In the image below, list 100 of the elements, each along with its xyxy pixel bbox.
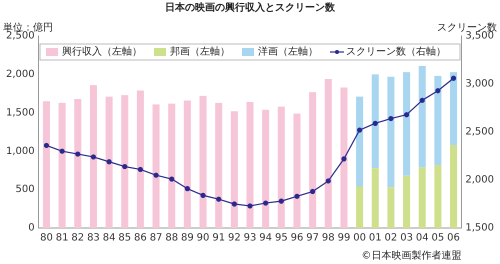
bar — [356, 96, 364, 187]
point — [294, 194, 300, 199]
point — [44, 142, 50, 148]
x-tick-label: 05 — [432, 232, 444, 244]
point — [420, 98, 425, 103]
legend-label: 洋画（左軸） — [258, 46, 318, 58]
x-tick-label: 94 — [259, 232, 272, 244]
x-tick-label: 04 — [416, 232, 429, 244]
point — [90, 154, 96, 160]
bar — [246, 102, 254, 228]
point — [404, 112, 410, 118]
bar — [356, 186, 364, 228]
x-tick-label: 87 — [150, 232, 162, 244]
x-tick-label: 95 — [274, 232, 288, 244]
bar — [215, 102, 222, 228]
point — [169, 176, 174, 182]
bar — [90, 85, 97, 228]
y-tick-label: 2,000 — [6, 68, 35, 80]
point — [200, 192, 206, 198]
x-tick-label: 85 — [118, 232, 132, 244]
y2-tick-label: 2,500 — [465, 126, 494, 138]
bar — [106, 96, 113, 228]
y-tick-label: 1,000 — [6, 146, 35, 157]
bar — [152, 104, 160, 228]
point — [60, 148, 65, 154]
bar — [200, 96, 207, 228]
legend-label: 邦画（左軸） — [170, 46, 230, 58]
bar — [262, 110, 270, 228]
point — [232, 201, 237, 207]
bar — [121, 95, 128, 228]
x-tick-label: 88 — [165, 232, 178, 244]
bar — [230, 111, 238, 228]
bar — [403, 176, 410, 228]
y-tick-label: 0 — [28, 222, 35, 234]
bar — [42, 101, 50, 228]
x-tick-label: 96 — [290, 232, 304, 244]
x-tick-label: 98 — [322, 232, 335, 244]
bar — [372, 168, 379, 228]
y2-tick-label: 3,000 — [465, 78, 494, 90]
x-tick-label: 90 — [196, 232, 210, 244]
point — [184, 186, 190, 192]
point — [247, 203, 253, 209]
legend-label: 興行収入（左軸） — [62, 46, 142, 58]
bar — [450, 145, 458, 228]
point — [388, 116, 394, 122]
point — [357, 127, 362, 133]
bar — [403, 72, 410, 176]
x-tick-label: 81 — [56, 232, 68, 244]
x-tick-label: 89 — [181, 232, 194, 244]
bar — [168, 104, 176, 228]
bar — [309, 92, 316, 228]
x-tick-label: 83 — [87, 232, 100, 244]
bar — [293, 114, 300, 228]
text: ©日本映画製作者連盟 — [361, 250, 462, 262]
x-tick-label: 99 — [338, 232, 350, 244]
point — [372, 120, 378, 126]
point — [263, 200, 268, 206]
x-tick-label: 82 — [71, 232, 84, 244]
bar — [278, 106, 285, 228]
x-tick-label: 92 — [228, 232, 241, 244]
point — [310, 188, 316, 194]
point — [450, 76, 456, 81]
bar — [74, 98, 82, 228]
y-tick-label: 1,500 — [6, 107, 35, 118]
legend-label: スクリーン数（右軸） — [346, 46, 446, 58]
point — [122, 164, 128, 170]
bar — [387, 187, 394, 228]
point — [138, 166, 143, 172]
bar — [450, 72, 458, 146]
bar — [372, 74, 379, 168]
point — [278, 198, 284, 204]
y2-tick-label: 2,000 — [465, 174, 494, 186]
bar — [418, 167, 426, 228]
x-tick-label: 03 — [400, 232, 413, 244]
chart-title: 日本の映画の興行収入とスクリーン数 — [165, 2, 336, 14]
point — [216, 196, 222, 202]
x-tick-label: 84 — [102, 232, 116, 244]
bar — [434, 165, 442, 228]
x-tick-label: 93 — [244, 232, 256, 244]
bar — [184, 100, 191, 228]
point — [326, 178, 331, 184]
y-tick-label: 500 — [16, 184, 35, 196]
x-tick-label: 01 — [368, 232, 382, 244]
x-tick-label: 80 — [40, 232, 53, 244]
x-tick-label: 91 — [212, 232, 226, 244]
point — [341, 156, 347, 162]
bar — [58, 102, 66, 228]
bar — [387, 76, 394, 188]
x-tick-label: 86 — [134, 232, 147, 244]
y2-tick-label: 1,500 — [465, 222, 494, 234]
bar — [418, 66, 426, 168]
point — [106, 159, 112, 164]
bar — [340, 87, 348, 228]
x-tick-label: 06 — [447, 232, 460, 244]
bar — [136, 90, 144, 228]
x-tick-label: 02 — [384, 232, 398, 244]
point — [153, 172, 159, 178]
bar — [434, 76, 442, 166]
x-tick-label: 97 — [306, 232, 319, 244]
bar — [324, 79, 332, 228]
